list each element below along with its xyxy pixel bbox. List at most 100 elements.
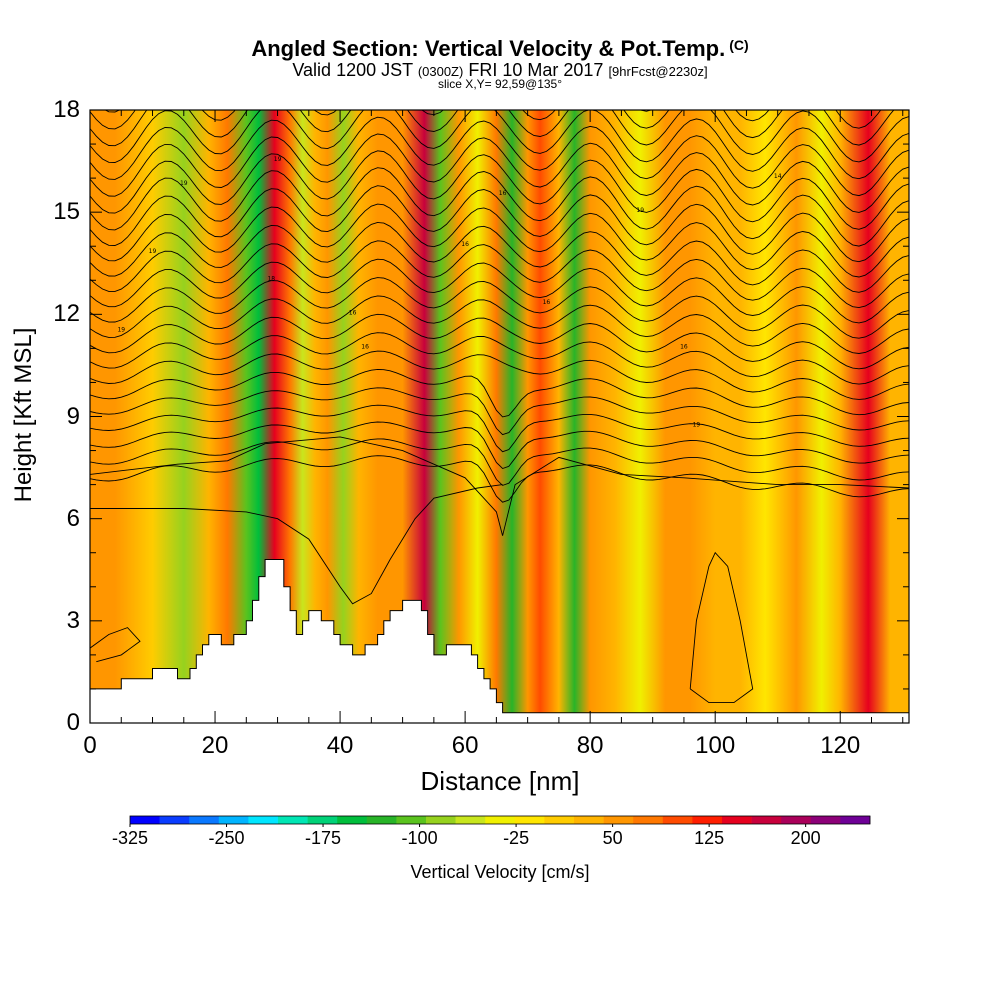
theta-contour-12 (90, 240, 909, 309)
contour-label: 14 (774, 173, 782, 180)
theta-contour-2 (90, 421, 909, 470)
colorbar-swatch (692, 816, 723, 824)
title-text: Angled Section: Vertical Velocity & Pot.… (251, 36, 726, 61)
chart-title-main: Angled Section: Vertical Velocity & Pot.… (0, 36, 1000, 62)
colorbar-tick-label: 125 (694, 828, 725, 848)
plot-area: 19 19 19 19 18 16 16 16 16 16 19 16 19 14 (90, 110, 909, 723)
contour-label: 16 (543, 299, 551, 306)
contour-label: 19 (274, 156, 282, 163)
theta-contour-low-2 (689, 551, 754, 704)
contour-label: 16 (349, 309, 357, 316)
contour-label: 18 (267, 275, 275, 282)
contour-label: 16 (461, 241, 469, 248)
x-tick-label: 80 (576, 732, 604, 759)
valid-prefix: Valid 1200 JST (292, 60, 413, 80)
velocity-field (90, 110, 909, 723)
colorbar-label: Vertical Velocity [cm/s] (410, 862, 590, 882)
terrain-mask (90, 559, 909, 723)
x-tick-label: 0 (83, 732, 97, 759)
colorbar-tick-label: 50 (602, 828, 623, 848)
theta-contour-17 (90, 150, 909, 230)
colorbar-swatch (218, 816, 249, 824)
theta-contour-21 (90, 110, 909, 163)
y-tick-label: 0 (66, 709, 80, 736)
theta-contour-13 (90, 221, 909, 293)
theta-contour-4 (90, 387, 909, 436)
colorbar-swatch (840, 816, 871, 824)
colorbar-swatch (278, 816, 308, 824)
colorbar-tick-label: -25 (503, 828, 530, 848)
theta-contour-0 (90, 455, 909, 503)
theta-contour-20 (90, 110, 909, 180)
contour-label: 19 (149, 248, 157, 255)
y-tick-label: 6 (66, 504, 80, 532)
x-axis-label: Distance [nm] (420, 766, 580, 796)
theta-contour-15 (90, 185, 909, 263)
theta-contours: 19 19 19 19 18 16 16 16 16 16 19 16 19 14 (90, 110, 909, 704)
theta-contour-8 (90, 313, 909, 370)
colorbar-frame (129, 815, 871, 825)
theta-contour-low-0 (90, 484, 503, 605)
contour-label: 19 (636, 207, 644, 214)
colorbar-tick-label: -100 (401, 828, 438, 848)
colorbar-swatch (455, 816, 486, 824)
y-tick-label: 12 (53, 300, 80, 328)
valid-utc: (0300Z) (417, 64, 464, 79)
contour-label: 16 (361, 343, 369, 350)
theta-contour-7 (90, 332, 909, 385)
theta-contour-11 (90, 258, 909, 324)
colorbar-swatch (130, 816, 160, 824)
y-tick-label: 3 (66, 606, 80, 634)
colorbar-swatch (337, 816, 368, 824)
forecast-tag: [9hrFcst@2230z] (608, 64, 708, 79)
colorbar-tick-label: -325 (111, 828, 149, 848)
theta-contour-10 (90, 277, 909, 339)
theta-contour-low-1 (90, 436, 909, 536)
theta-contour-6 (90, 350, 909, 400)
colorbar-swatch (781, 816, 812, 824)
colorbar-swatch (574, 816, 604, 824)
theta-contour-9 (90, 295, 909, 354)
y-axis-label: Height [Kft MSL] (10, 327, 37, 503)
colorbar-swatch (544, 816, 575, 824)
x-tick-label: 120 (820, 732, 861, 759)
colorbar-tick-label: 200 (790, 828, 821, 848)
y-tick-label: 18 (53, 96, 80, 123)
chart-subtitle-valid: Valid 1200 JST (0300Z) FRI 10 Mar 2017 [… (0, 60, 1000, 81)
theta-contour-1 (90, 438, 909, 486)
colorbar-swatch (514, 816, 545, 824)
theta-contour-16 (90, 167, 909, 247)
colorbar-swatch (751, 816, 782, 824)
theta-contour-14 (90, 203, 909, 278)
colorbar-tick-label: -250 (208, 828, 245, 848)
theta-contour-3 (90, 404, 909, 453)
contour-label: 19 (180, 180, 188, 187)
x-tick-label: 100 (695, 732, 736, 759)
contour-label: 16 (680, 343, 688, 350)
y-tick-label: 9 (66, 402, 80, 430)
colorbar (129, 815, 871, 827)
colorbar-swatch (426, 816, 456, 824)
x-tick-label: 20 (201, 732, 229, 759)
colorbar-swatch (248, 816, 279, 824)
x-tick-label: 40 (326, 732, 354, 759)
title-suffix: (C) (729, 37, 749, 53)
contour-label: 16 (499, 190, 507, 197)
theta-contour-5 (90, 368, 909, 418)
theta-contour-18 (90, 133, 909, 213)
colorbar-tick-label: -175 (305, 828, 342, 848)
theta-contour-22 (90, 110, 895, 146)
slice-info: slice X,Y= 92,59@135° (437, 77, 563, 91)
colorbar-swatch (722, 816, 752, 824)
contour-label: 19 (117, 326, 125, 333)
colorbar-swatch (633, 816, 664, 824)
colorbar-swatch (810, 816, 841, 824)
colorbar-swatch (366, 816, 397, 824)
colorbar-swatch (159, 816, 190, 824)
colorbar-swatch (307, 816, 338, 824)
y-tick-label: 15 (53, 198, 80, 226)
colorbar-swatch (189, 816, 220, 824)
axis-ticks (89, 109, 909, 724)
colorbar-swatch (662, 816, 693, 824)
